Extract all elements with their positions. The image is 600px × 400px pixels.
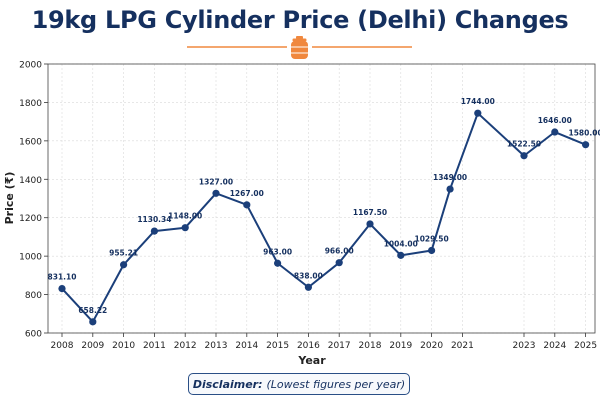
- data-label: 1267.00: [230, 189, 264, 198]
- gas-cylinder-icon: [291, 36, 308, 59]
- data-point: [446, 185, 454, 193]
- chart-title: 19kg LPG Cylinder Price (Delhi) Changes: [31, 6, 569, 34]
- x-tick-label: 2020: [420, 341, 443, 351]
- data-label: 963.00: [263, 247, 292, 256]
- data-points: [58, 109, 590, 326]
- data-point: [181, 224, 189, 232]
- x-tick-label: 2008: [51, 341, 74, 351]
- data-point: [520, 152, 528, 160]
- gridlines: [48, 63, 595, 334]
- data-label: 1029.50: [415, 234, 449, 243]
- data-label: 838.00: [294, 271, 323, 280]
- y-tick-labels: 600 800 1000 1200 1400 1600 1800 2000: [19, 61, 42, 340]
- data-point: [212, 189, 220, 197]
- data-label: 1004.00: [384, 239, 418, 248]
- data-point: [150, 227, 158, 235]
- data-point: [551, 128, 559, 136]
- y-tick-label: 1400: [19, 176, 42, 186]
- data-label: 1580.00: [569, 129, 600, 138]
- data-label: 955.21: [109, 249, 138, 258]
- y-tick-label: 1600: [19, 137, 42, 147]
- x-tick-label: 2021: [451, 341, 474, 351]
- data-label: 1130.34: [137, 215, 171, 224]
- y-tick-label: 2000: [19, 61, 42, 71]
- data-point: [120, 261, 128, 269]
- y-tick-label: 1800: [19, 99, 42, 109]
- title-divider: [187, 36, 412, 59]
- y-tick-label: 1000: [19, 253, 42, 263]
- x-axis-label: Year: [297, 354, 326, 367]
- data-label: 1148.00: [168, 212, 202, 221]
- x-tick-label: 2010: [112, 341, 135, 351]
- data-point: [335, 259, 343, 267]
- x-tick-label: 2014: [235, 341, 258, 351]
- data-point: [397, 251, 405, 259]
- disclaimer-box: Disclaimer: (Lowest figures per year): [188, 373, 410, 395]
- data-point: [428, 246, 436, 255]
- x-tick-label: 2011: [143, 341, 166, 351]
- x-tick-label: 2015: [266, 341, 289, 351]
- disclaimer-label: Disclaimer:: [192, 377, 263, 391]
- y-tick-label: 1200: [19, 214, 42, 224]
- data-point: [582, 141, 590, 149]
- data-label: 1327.00: [199, 177, 233, 186]
- data-point: [474, 109, 482, 117]
- x-tick-label: 2013: [205, 341, 228, 351]
- data-label: 1349.00: [433, 173, 467, 182]
- data-label: 1167.50: [353, 208, 387, 217]
- y-tick-label: 600: [25, 330, 42, 340]
- x-tick-label: 2009: [81, 341, 104, 351]
- data-label: 1744.00: [461, 97, 495, 106]
- x-tick-label: 2016: [297, 341, 320, 351]
- data-point: [366, 220, 374, 228]
- disclaimer-text: (Lowest figures per year): [266, 377, 406, 391]
- plot-frame: [47, 63, 596, 334]
- data-point: [304, 283, 312, 291]
- data-label: 1646.00: [538, 116, 572, 125]
- data-point: [58, 284, 66, 293]
- data-point: [243, 201, 251, 209]
- x-tick-label: 2018: [359, 341, 382, 351]
- price-series-line: [61, 112, 586, 323]
- x-tick-label: 2012: [174, 341, 197, 351]
- data-label: 966.00: [325, 247, 354, 256]
- x-tick-label: 2025: [574, 341, 597, 351]
- data-label: 1522.50: [507, 140, 541, 149]
- x-tick-label: 2023: [513, 341, 536, 351]
- x-tick-label: 2024: [543, 341, 566, 351]
- data-point: [89, 318, 97, 326]
- data-label: 831.10: [48, 273, 77, 282]
- data-label: 658.22: [78, 306, 107, 315]
- data-point: [274, 259, 282, 267]
- axes: [44, 63, 596, 337]
- x-tick-labels: 2008 2009 2010 2011 2012 2013 2014 2015 2016 2017…: [51, 341, 598, 351]
- x-tick-label: 2017: [328, 341, 351, 351]
- y-tick-label: 800: [25, 291, 42, 301]
- x-tick-label: 2019: [389, 341, 412, 351]
- y-axis-label: Price (₹): [3, 172, 16, 225]
